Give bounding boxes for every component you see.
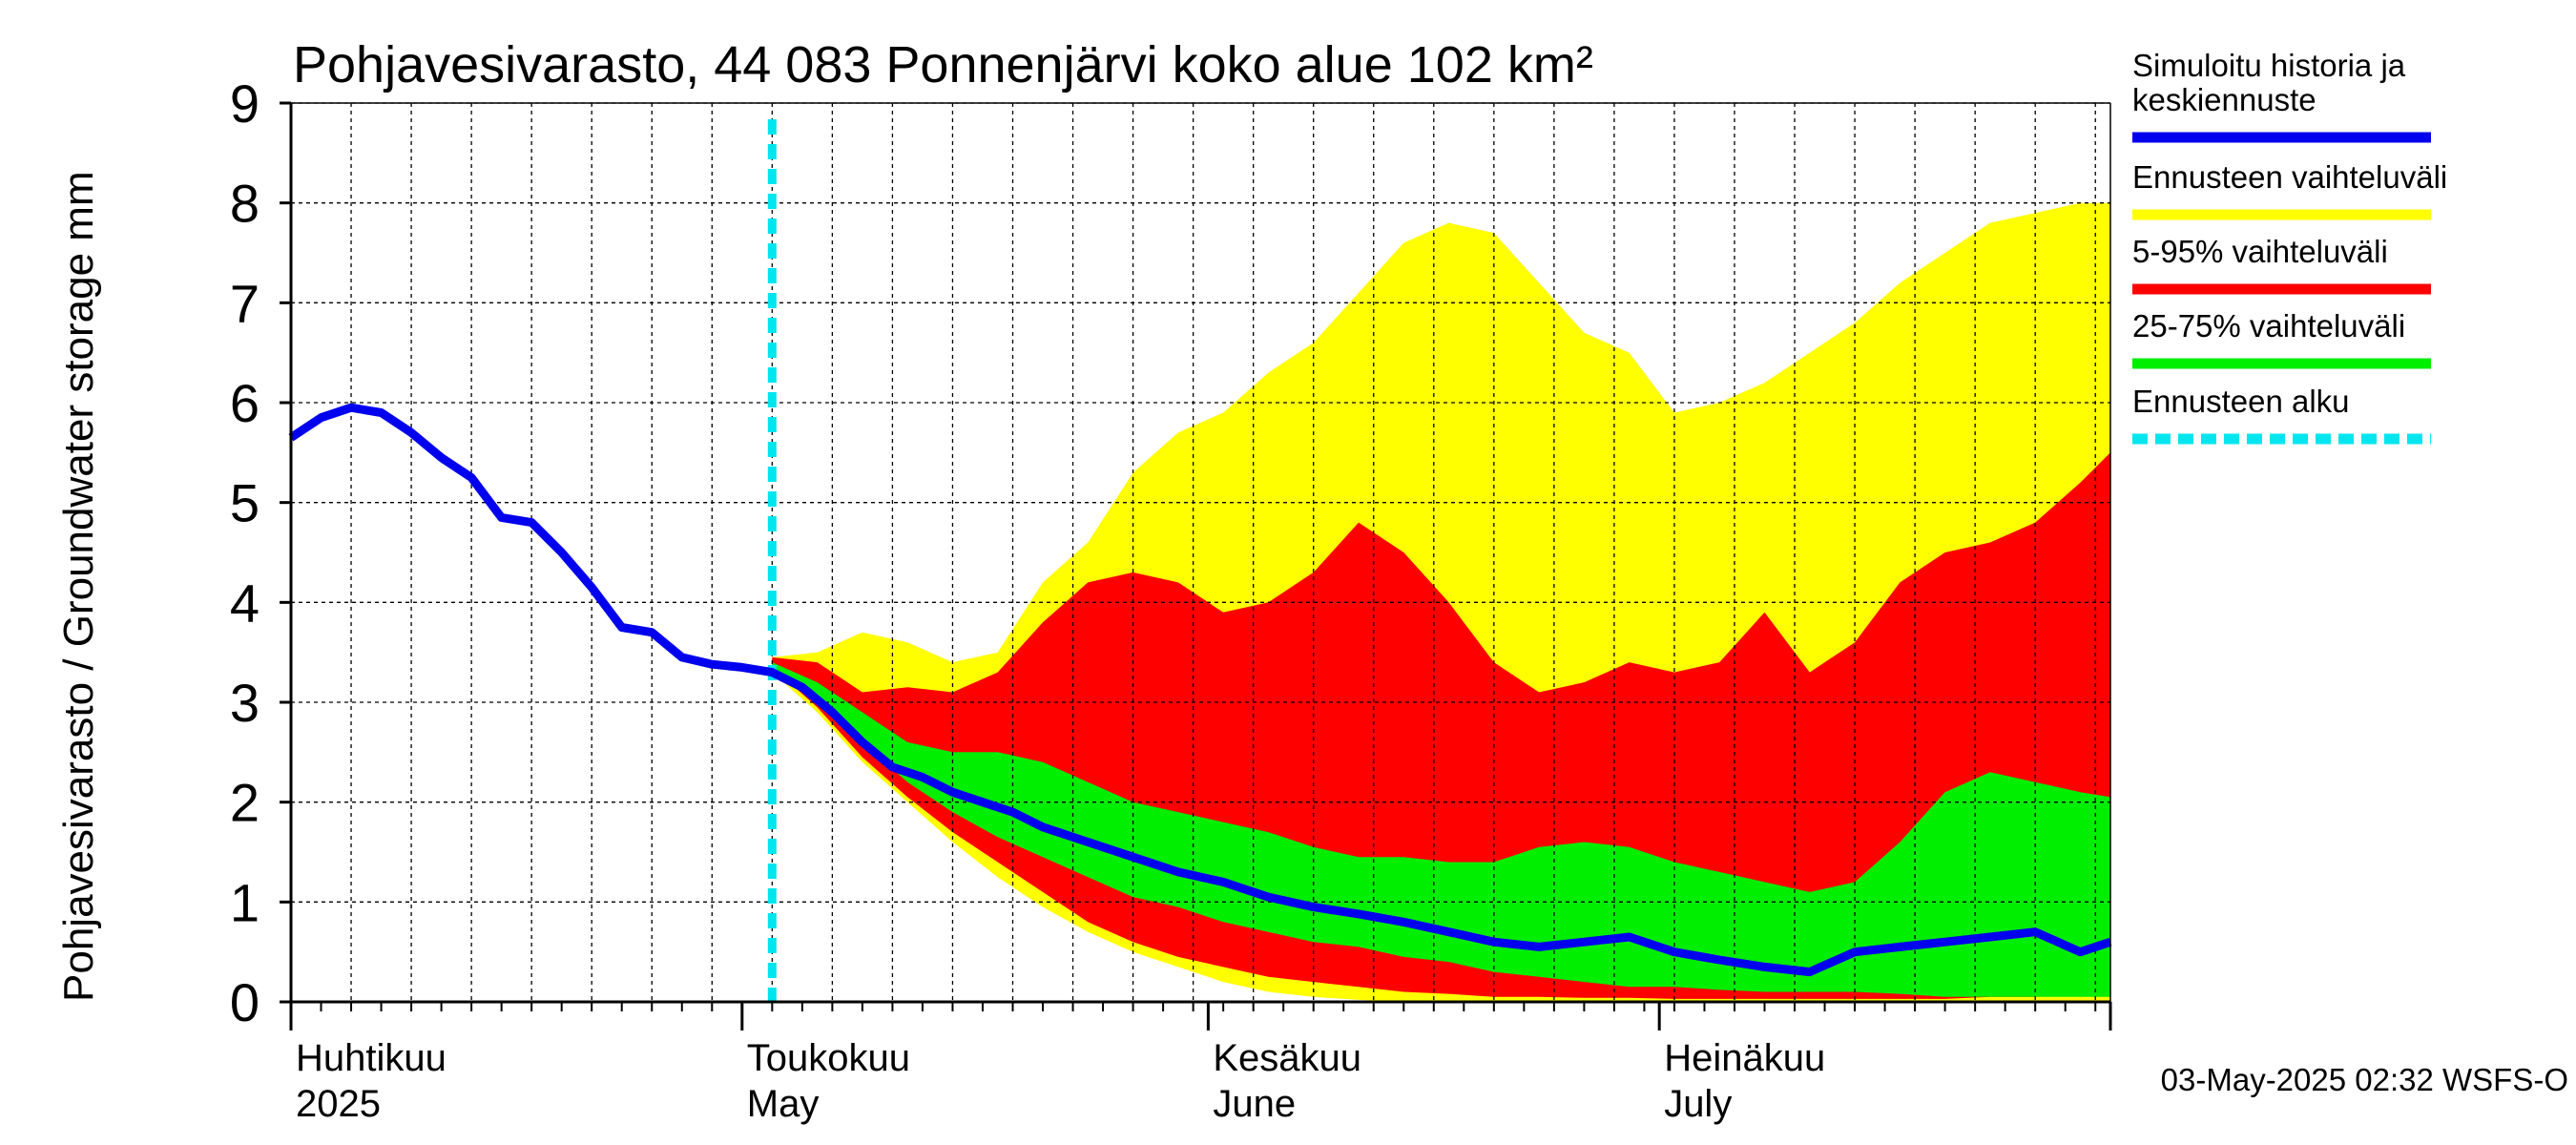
legend-label-2: 5-95% vaihteluväli bbox=[2132, 234, 2388, 269]
legend-label-1: Ennusteen vaihteluväli bbox=[2132, 159, 2447, 195]
chart-title: Pohjavesivarasto, 44 083 Ponnenjärvi kok… bbox=[293, 36, 1593, 94]
x-month-label-en: 2025 bbox=[296, 1083, 381, 1125]
median-line bbox=[288, 403, 2112, 977]
legend-label-4: Ennusteen alku bbox=[2132, 384, 2350, 419]
y-tick-label: 8 bbox=[230, 174, 260, 234]
y-tick-label: 4 bbox=[230, 572, 260, 633]
legend-label-3: 25-75% vaihteluväli bbox=[2132, 308, 2405, 344]
x-month-label-en: July bbox=[1664, 1083, 1732, 1125]
x-month-label-fi: Toukokuu bbox=[747, 1037, 910, 1079]
y-tick-label: 9 bbox=[230, 73, 260, 134]
legend-label-0: Simuloitu historia ja bbox=[2132, 48, 2406, 83]
timestamp-label: 03-May-2025 02:32 WSFS-O bbox=[2161, 1062, 2568, 1097]
forecast-bands bbox=[772, 202, 2110, 1002]
band-2 bbox=[772, 662, 2110, 997]
y-tick-label: 1 bbox=[230, 872, 260, 932]
y-tick-label: 5 bbox=[230, 473, 260, 533]
grid-lines bbox=[291, 102, 2110, 1003]
series-lines bbox=[288, 119, 2112, 1002]
y-tick-label: 6 bbox=[230, 373, 260, 433]
x-month-label-fi: Kesäkuu bbox=[1213, 1037, 1361, 1079]
y-axis-label: Pohjavesivarasto / Groundwater storage m… bbox=[55, 171, 102, 1002]
x-month-label-en: May bbox=[747, 1083, 820, 1125]
x-month-label-en: June bbox=[1213, 1083, 1296, 1125]
y-tick-label: 2 bbox=[230, 773, 260, 833]
y-tick-label: 3 bbox=[230, 673, 260, 733]
x-month-label-fi: Huhtikuu bbox=[296, 1037, 447, 1079]
y-tick-label: 0 bbox=[230, 972, 260, 1032]
legend-label-0: keskiennuste bbox=[2132, 82, 2316, 117]
y-tick-label: 7 bbox=[230, 273, 260, 333]
x-month-label-fi: Heinäkuu bbox=[1664, 1037, 1825, 1079]
